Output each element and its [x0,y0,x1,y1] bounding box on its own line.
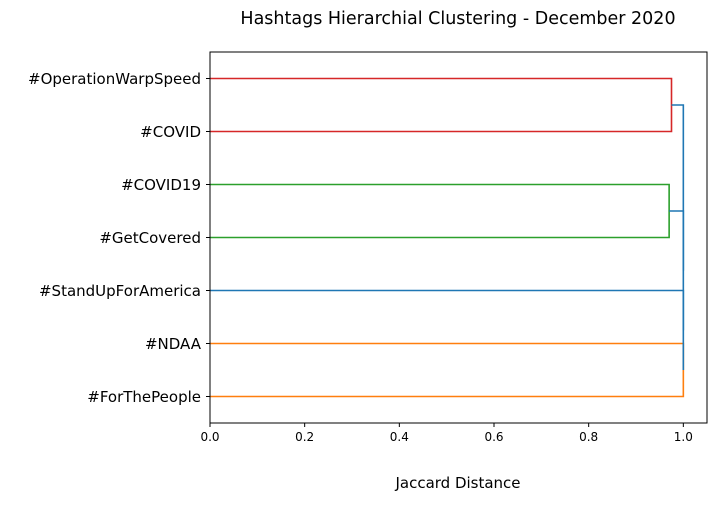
leaf-label: #OperationWarpSpeed [28,70,201,88]
x-axis-ticks: 0.0 0.2 0.4 0.6 0.8 1.0 [200,423,693,444]
x-tick-label: 0.6 [484,430,503,444]
x-tick-label: 0.8 [579,430,598,444]
dendrogram-links [210,77,685,398]
x-tick-label: 0.2 [295,430,314,444]
merge-link [210,77,673,133]
merge-link [210,289,685,370]
x-axis-label: Jaccard Distance [394,474,520,492]
leaf-label: #NDAA [145,335,202,353]
leaf-label: #GetCovered [99,229,201,247]
x-tick-label: 0.4 [390,430,409,444]
chart-title: Hashtags Hierarchial Clustering - Decemb… [240,9,675,29]
x-tick-label: 0.0 [200,430,219,444]
merge-link [669,210,685,331]
leaf-label: #StandUpForAmerica [39,282,201,300]
merge-link [210,183,670,239]
leaf-label: #ForThePeople [87,388,201,406]
leaf-labels: #OperationWarpSpeed #COVID #COVID19 #GetCov… [28,70,210,406]
leaf-label: #COVID19 [121,176,201,194]
leaf-label: #COVID [140,123,201,141]
x-tick-label: 1.0 [674,430,693,444]
merge-link [210,342,685,398]
merge-link [671,104,685,271]
